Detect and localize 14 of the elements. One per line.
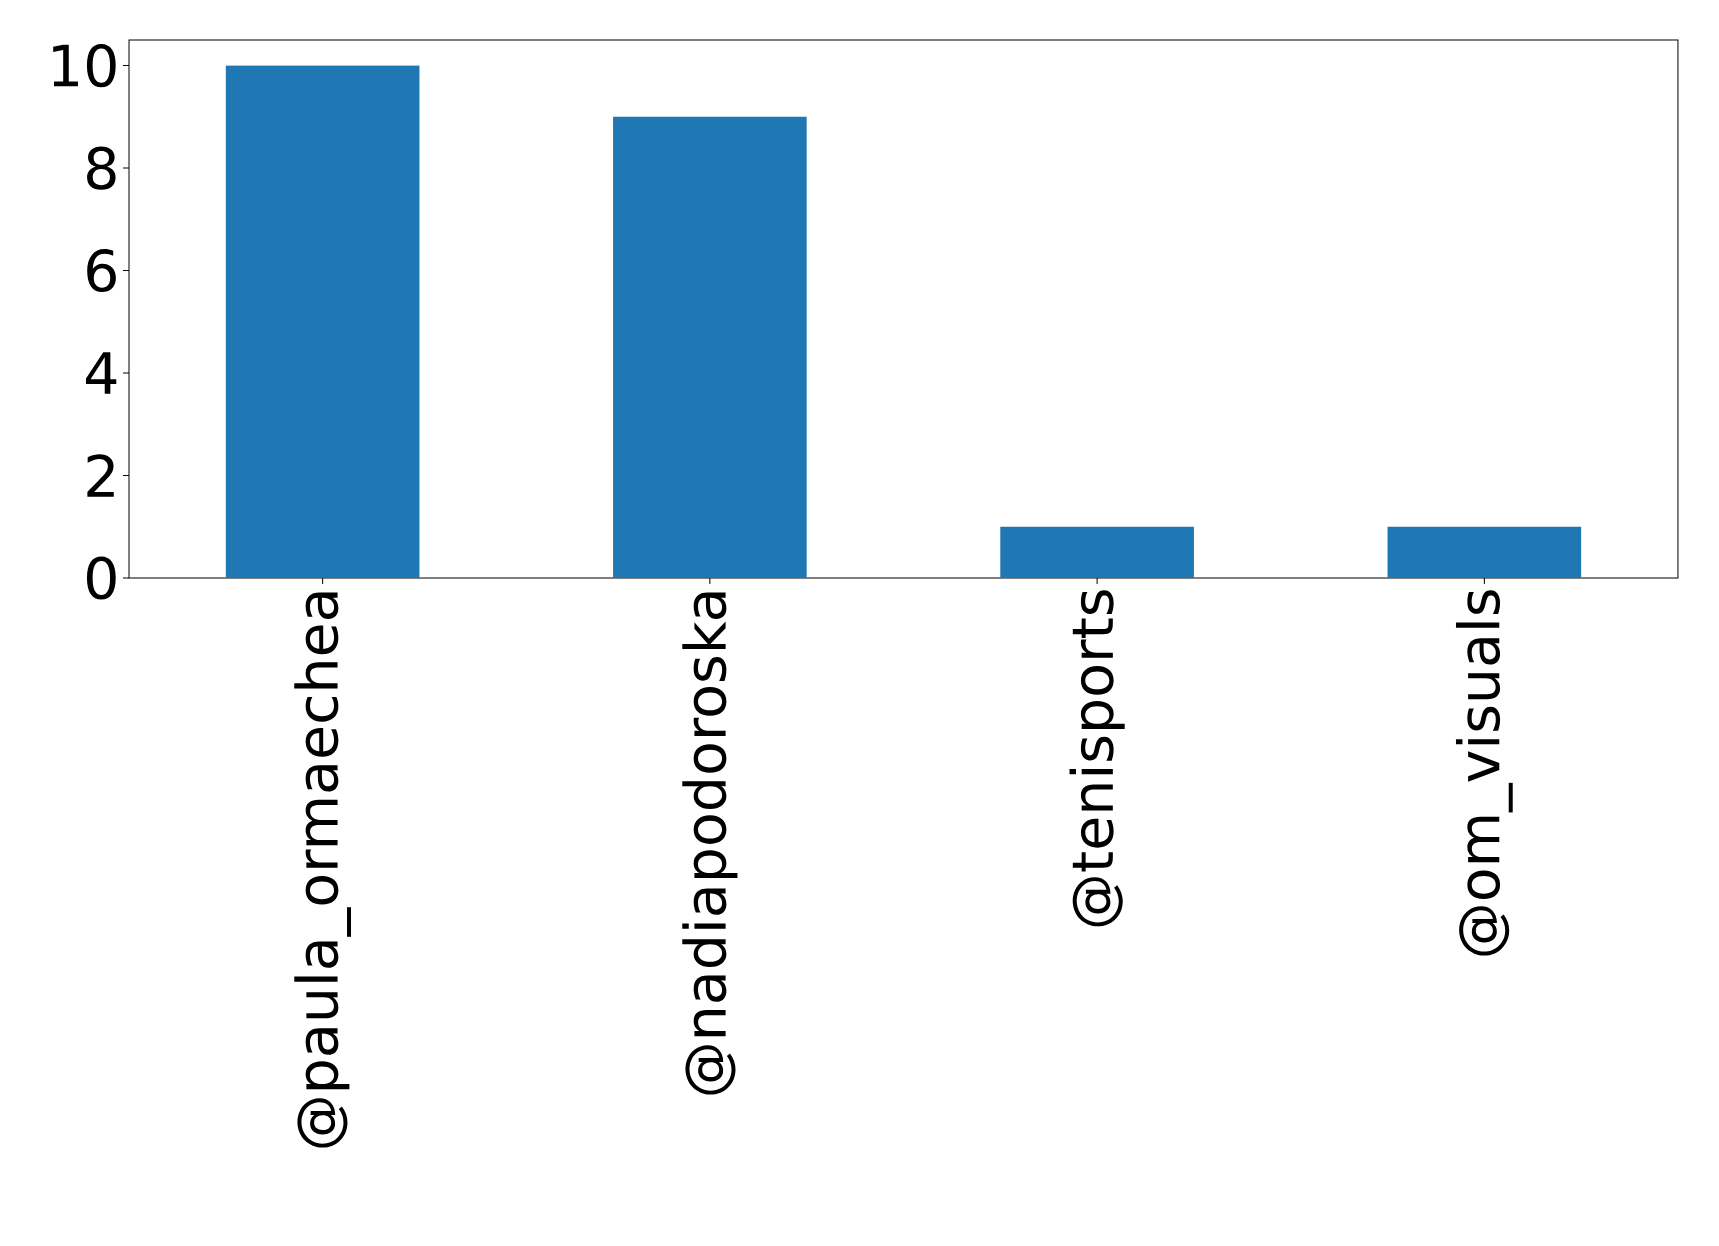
x-tick-label: @om_visuals — [1455, 590, 1513, 956]
y-tick-label: 4 — [85, 352, 117, 394]
bar — [1387, 526, 1582, 578]
y-tick-label: 10 — [53, 44, 116, 88]
bar — [613, 116, 807, 578]
y-tick-label: 6 — [87, 249, 116, 293]
y-tick-label: 0 — [86, 556, 116, 600]
bar — [225, 65, 420, 578]
x-tick-label: @nadiapodoroska — [682, 592, 738, 1095]
bar — [1000, 526, 1194, 578]
y-tick-label: 8 — [87, 146, 116, 190]
y-tick-label: 2 — [87, 454, 114, 497]
x-tick-label: @tenisports — [1069, 590, 1125, 927]
x-tick-label: @paula_ormaechea — [294, 592, 351, 1148]
